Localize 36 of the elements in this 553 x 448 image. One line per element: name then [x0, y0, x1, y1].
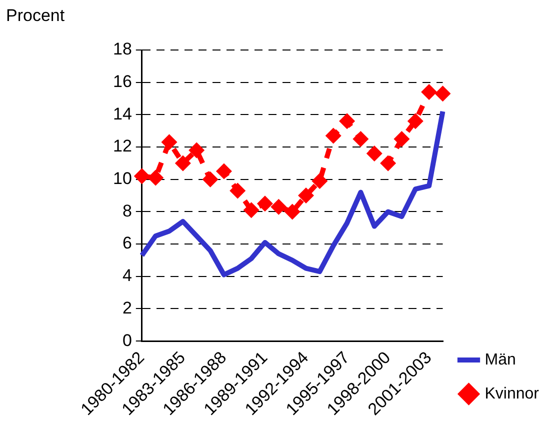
y-axis-title: Procent [6, 6, 65, 26]
point [174, 155, 191, 172]
point [270, 198, 287, 215]
point [339, 113, 356, 130]
y-tick-label: 14 [112, 104, 132, 124]
point [325, 128, 342, 144]
y-tick-label: 10 [112, 169, 132, 188]
point [394, 130, 410, 147]
point [134, 168, 150, 184]
point [161, 134, 178, 150]
point [352, 130, 369, 147]
point [188, 142, 205, 158]
point [298, 188, 314, 204]
y-tick-label: 2 [122, 298, 132, 318]
point [256, 196, 273, 212]
point [366, 146, 382, 162]
y-tick-label: 4 [122, 266, 132, 286]
y-tick-label: 0 [122, 330, 132, 350]
point [421, 84, 438, 100]
point [202, 171, 218, 188]
point [380, 155, 396, 172]
point [148, 170, 164, 186]
point [434, 86, 451, 102]
y-tick-label: 8 [122, 201, 132, 220]
legend-label: Kvinnor [484, 385, 540, 402]
y-tick-label: 6 [122, 234, 132, 253]
legend-label: Män [484, 351, 516, 368]
point [243, 202, 260, 218]
y-tick-label: 12 [112, 136, 132, 156]
point [216, 163, 232, 180]
point [407, 113, 424, 130]
point [284, 204, 300, 220]
point [312, 172, 328, 189]
point [230, 182, 246, 199]
y-tick-label: 18 [112, 40, 132, 59]
y-tick-label: 16 [112, 72, 132, 92]
